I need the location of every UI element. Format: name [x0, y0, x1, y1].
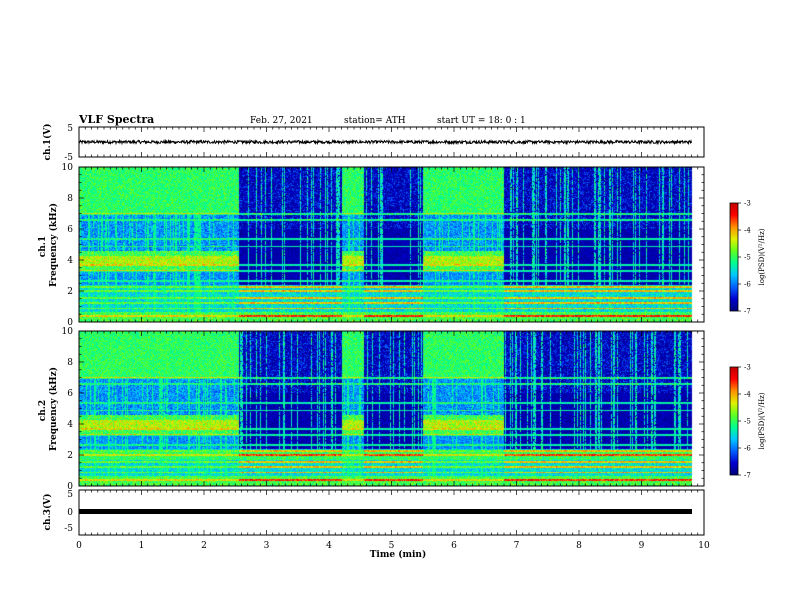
- frequency-tick-label: 2: [67, 287, 73, 297]
- ch1-spectrogram-ylabel: ch.1 Frequency (kHz): [38, 203, 59, 287]
- ch2-frequency-label: Frequency (kHz): [48, 367, 59, 451]
- ch2-channel-label: ch.2: [38, 400, 48, 421]
- ch1-voltage-trace: [78, 138, 692, 146]
- colorbar-tick-label: -4: [744, 227, 751, 235]
- ch3-ytick-label: 5: [67, 490, 73, 500]
- colorbar-tick-label: -6: [744, 281, 751, 289]
- x-tick-label: 4: [326, 541, 332, 551]
- frequency-tick-label: 8: [67, 358, 73, 368]
- ch2-colorbar-label: log(PSD)(V²/Hz): [758, 392, 766, 449]
- colorbar-tick-label: -7: [744, 308, 751, 316]
- x-tick-label: 8: [576, 541, 582, 551]
- frequency-tick-label: 8: [67, 194, 73, 204]
- ch3-ytick-label: 0: [67, 508, 73, 518]
- ch2-colorbar: [730, 367, 738, 475]
- ch1-colorbar-label: log(PSD)(V²/Hz): [758, 228, 766, 285]
- start-time-label: start UT = 18: 0 : 1: [437, 116, 526, 126]
- frequency-tick-label: 10: [62, 163, 74, 173]
- ch1-channel-label: ch.1: [38, 236, 48, 257]
- ch1-spectrogram-image: [79, 167, 704, 322]
- ch1-frequency-label: Frequency (kHz): [48, 203, 59, 287]
- frequency-tick-label: 4: [67, 256, 73, 266]
- frequency-tick-label: 6: [67, 225, 73, 235]
- time-axis-label: Time (min): [370, 549, 427, 560]
- ch1-ytick-label: -5: [64, 153, 73, 163]
- x-tick-label: 6: [451, 541, 457, 551]
- colorbar-tick-label: -6: [744, 445, 751, 453]
- x-tick-label: 3: [264, 541, 270, 551]
- frequency-tick-label: 2: [67, 451, 73, 461]
- x-tick-label: 7: [514, 541, 520, 551]
- x-tick-label: 10: [698, 541, 710, 551]
- ch3-voltage-panel: 5 0 -5 ch.3(V) 0 1 2 3 4 5 6 7 8 9 10 Time (min): [42, 489, 710, 560]
- date-label: Feb. 27, 2021: [250, 116, 313, 126]
- colorbar-tick-label: -5: [744, 418, 751, 426]
- x-tick-label: 2: [201, 541, 207, 551]
- ch2-spectrogram-image: [79, 331, 704, 486]
- colorbar-tick-label: -5: [744, 254, 751, 262]
- x-tick-label: 5: [389, 541, 395, 551]
- colorbar-tick-label: -4: [744, 391, 751, 399]
- colorbar-tick-label: -3: [744, 200, 751, 208]
- colorbar-tick-label: -3: [744, 364, 751, 372]
- frequency-tick-label: 10: [62, 327, 74, 337]
- ch1-colorbar: [730, 203, 738, 311]
- figure-title: VLF Spectra: [78, 113, 154, 126]
- ch2-spectrogram-ylabel: ch.2 Frequency (kHz): [38, 367, 59, 451]
- x-tick-label: 0: [76, 541, 82, 551]
- colorbar-tick-label: -7: [744, 472, 751, 480]
- station-label: station= ATH: [344, 116, 406, 126]
- frequency-tick-label: 0: [67, 482, 73, 492]
- x-tick-label: 1: [139, 541, 145, 551]
- frequency-tick-label: 0: [67, 318, 73, 328]
- frequency-tick-label: 6: [67, 389, 73, 399]
- ch1-voltage-ylabel: ch.1(V): [42, 124, 53, 161]
- x-tick-label: 9: [639, 541, 645, 551]
- frequency-tick-label: 4: [67, 420, 73, 430]
- ch3-voltage-trace: [79, 509, 692, 514]
- ch3-ytick-label: -5: [64, 524, 73, 534]
- ch3-voltage-ylabel: ch.3(V): [42, 494, 53, 531]
- ch1-ytick-label: 5: [67, 124, 73, 134]
